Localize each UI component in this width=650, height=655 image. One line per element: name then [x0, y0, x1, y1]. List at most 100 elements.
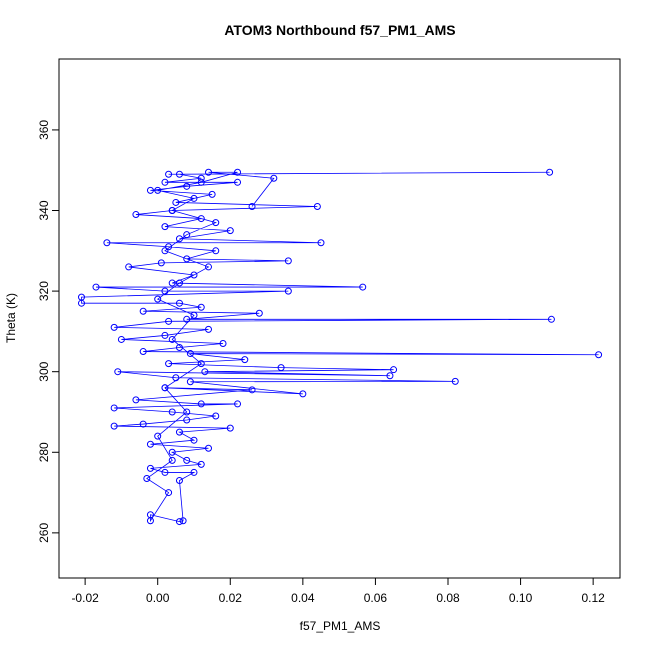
data-point	[190, 311, 198, 319]
data-point	[139, 307, 147, 315]
y-tick-label: 260	[37, 523, 51, 543]
y-tick-label: 280	[37, 442, 51, 462]
data-point	[197, 174, 205, 182]
data-point	[161, 178, 169, 186]
y-tick-label: 320	[37, 281, 51, 301]
data-point	[197, 215, 205, 223]
data-point	[190, 468, 198, 476]
data-point	[103, 239, 111, 247]
data-point	[190, 194, 198, 202]
data-point	[168, 456, 176, 464]
data-point	[386, 372, 394, 380]
data-point	[114, 368, 122, 376]
data-point	[451, 377, 459, 385]
data-point	[110, 422, 118, 430]
data-point	[226, 424, 234, 432]
data-point	[212, 219, 220, 227]
data-point	[117, 335, 125, 343]
data-point	[175, 279, 183, 287]
data-point	[205, 263, 213, 271]
data-point	[183, 315, 191, 323]
data-point	[226, 227, 234, 235]
y-tick-label: 360	[37, 120, 51, 140]
data-point	[183, 231, 191, 239]
y-tick-label: 300	[37, 361, 51, 381]
data-point	[197, 360, 205, 368]
data-point	[313, 202, 321, 210]
data-point	[146, 517, 154, 525]
data-point	[161, 287, 169, 295]
data-point	[175, 428, 183, 436]
data-point	[205, 325, 213, 333]
data-point	[208, 190, 216, 198]
x-tick-label: 0.04	[291, 591, 315, 605]
x-tick-label: 0.06	[364, 591, 388, 605]
data-point	[146, 464, 154, 472]
data-point	[77, 299, 85, 307]
data-point	[186, 350, 194, 358]
data-point	[234, 400, 242, 408]
data-point	[190, 436, 198, 444]
chart-title: ATOM3 Northbound f57_PM1_AMS	[224, 22, 455, 38]
data-point	[139, 348, 147, 356]
data-point	[234, 168, 242, 176]
data-point	[132, 211, 140, 219]
data-point	[248, 202, 256, 210]
data-point	[143, 474, 151, 482]
data-point	[168, 335, 176, 343]
x-tick-label: 0.02	[219, 591, 243, 605]
data-point	[154, 295, 162, 303]
data-point	[175, 476, 183, 484]
data-point	[248, 386, 256, 394]
data-point	[197, 460, 205, 468]
data-point	[146, 440, 154, 448]
data-point	[183, 255, 191, 263]
data-point	[172, 198, 180, 206]
y-axis-label: Theta (K)	[4, 293, 18, 343]
x-tick-label: 0.08	[436, 591, 460, 605]
data-point	[595, 351, 603, 359]
data-point	[154, 432, 162, 440]
data-point	[157, 259, 165, 267]
data-point	[270, 174, 278, 182]
data-point	[132, 396, 140, 404]
data-point	[547, 315, 555, 323]
data-point	[205, 168, 213, 176]
data-point	[241, 356, 249, 364]
data-point	[168, 408, 176, 416]
data-point	[359, 283, 367, 291]
data-point	[165, 243, 173, 251]
data-point	[92, 283, 100, 291]
data-point	[161, 247, 169, 255]
data-point	[139, 420, 147, 428]
data-point	[284, 257, 292, 265]
data-point	[175, 235, 183, 243]
data-point	[175, 170, 183, 178]
data-point	[183, 416, 191, 424]
data-point	[161, 384, 169, 392]
data-point	[219, 339, 227, 347]
data-point	[197, 400, 205, 408]
x-tick-label: -0.02	[71, 591, 99, 605]
data-point	[168, 279, 176, 287]
data-point	[168, 207, 176, 215]
data-point	[212, 412, 220, 420]
data-point	[546, 168, 554, 176]
data-point	[197, 178, 205, 186]
data-point	[299, 390, 307, 398]
data-point	[197, 303, 205, 311]
data-point	[190, 271, 198, 279]
data-point	[110, 404, 118, 412]
data-point	[175, 299, 183, 307]
data-point	[165, 317, 173, 325]
data-point	[161, 468, 169, 476]
data-point	[201, 368, 209, 376]
data-point	[146, 186, 154, 194]
x-axis-label: f57_PM1_AMS	[300, 619, 381, 633]
data-point	[154, 186, 162, 194]
data-point	[175, 518, 183, 526]
data-point	[183, 408, 191, 416]
data-point	[161, 223, 169, 231]
